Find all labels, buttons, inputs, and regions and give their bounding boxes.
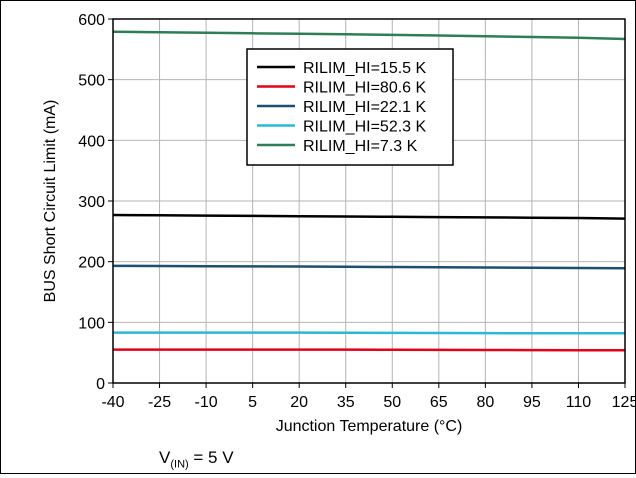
y-tick-label: 600 xyxy=(78,12,105,29)
legend-label: RILIM_HI=52.3 K xyxy=(303,119,427,136)
x-tick-label: 110 xyxy=(566,394,592,411)
x-tick-label: 35 xyxy=(337,394,355,411)
legend-label: RILIM_HI=22.1 K xyxy=(303,99,427,116)
caption-suffix: = 5 V xyxy=(188,448,234,467)
x-tick-label: 95 xyxy=(523,394,541,411)
series-line xyxy=(112,30,626,41)
x-tick-label: 20 xyxy=(290,394,308,411)
series-line xyxy=(112,213,626,220)
series-lines xyxy=(112,30,626,352)
legend-label: RILIM_HI=15.5 K xyxy=(303,60,427,77)
axis-ticks: -40 -25 -10 5 20 35 50 65 80 95 110 125 0 100 200 300 40… xyxy=(78,12,636,411)
series-line xyxy=(113,348,625,352)
x-axis-title: Junction Temperature (°C) xyxy=(276,418,463,435)
caption-subscript: (IN) xyxy=(170,458,189,471)
input-voltage-caption: V(IN) = 5 V xyxy=(159,448,234,470)
x-tick-label: -25 xyxy=(148,394,171,411)
x-tick-label: -10 xyxy=(195,394,218,411)
y-tick-label: 300 xyxy=(78,194,105,211)
caption-prefix: V xyxy=(159,448,171,467)
series-line xyxy=(113,331,625,335)
y-tick-label: 100 xyxy=(78,315,105,332)
x-tick-label: -40 xyxy=(101,394,124,411)
legend-label: RILIM_HI=7.3 K xyxy=(303,138,418,155)
x-tick-label: 65 xyxy=(430,394,448,411)
x-tick-label: 50 xyxy=(383,394,401,411)
series-line xyxy=(112,264,626,270)
x-tick-label: 5 xyxy=(248,394,257,411)
x-tick-label: 125 xyxy=(612,394,635,411)
y-tick-label: 0 xyxy=(96,376,105,393)
legend: RILIM_HI=15.5 K RILIM_HI=80.6 K RILIM_HI=2… xyxy=(246,48,454,166)
y-axis-title: BUS Short Circuit Limit (mA) xyxy=(42,100,59,303)
x-tick-label: 80 xyxy=(476,394,494,411)
y-tick-label: 500 xyxy=(78,73,105,90)
y-tick-label: 400 xyxy=(78,133,105,150)
legend-label: RILIM_HI=80.6 K xyxy=(303,80,427,97)
y-tick-label: 200 xyxy=(78,255,105,272)
